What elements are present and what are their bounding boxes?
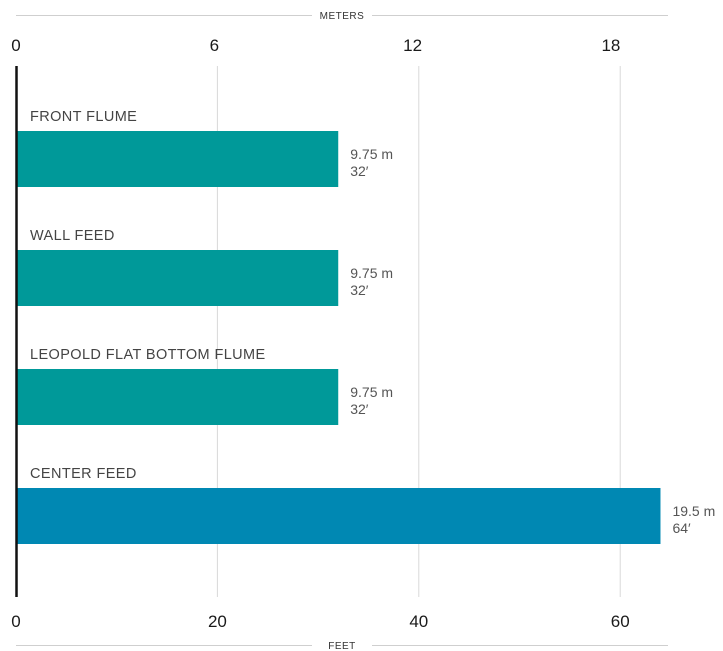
data-label-meters: 9.75 m	[350, 265, 393, 281]
bottom-tick-label: 60	[611, 612, 630, 631]
category-label: CENTER FEED	[30, 466, 137, 482]
category-label: LEOPOLD FLAT BOTTOM FLUME	[30, 347, 266, 363]
bottom-tick-label: 0	[11, 612, 20, 631]
bottom-tick-label: 40	[409, 612, 428, 631]
top-tick-label: 18	[601, 36, 620, 55]
bar	[16, 131, 339, 187]
top-tick-label: 6	[210, 36, 219, 55]
bar	[16, 250, 339, 306]
data-label-meters: 9.75 m	[350, 384, 393, 400]
bar	[16, 369, 339, 425]
data-label-feet: 32′	[350, 163, 369, 179]
category-label: WALL FEED	[30, 228, 115, 244]
data-label-feet: 32′	[350, 282, 369, 298]
bottom-tick-label: 20	[208, 612, 227, 631]
data-label-meters: 19.5 m	[672, 503, 715, 519]
data-label-feet: 64′	[672, 520, 691, 536]
data-label-feet: 32′	[350, 401, 369, 417]
bar	[16, 488, 661, 544]
tick-labels: 0 20 40 60 0 6 12 18	[11, 36, 629, 631]
top-axis-title: METERS	[320, 11, 365, 22]
top-tick-label: 12	[403, 36, 422, 55]
bottom-axis-title: FEET	[328, 641, 356, 651]
data-label-meters: 9.75 m	[350, 146, 393, 162]
top-tick-label: 0	[11, 36, 20, 55]
category-label: FRONT FLUME	[30, 109, 137, 125]
